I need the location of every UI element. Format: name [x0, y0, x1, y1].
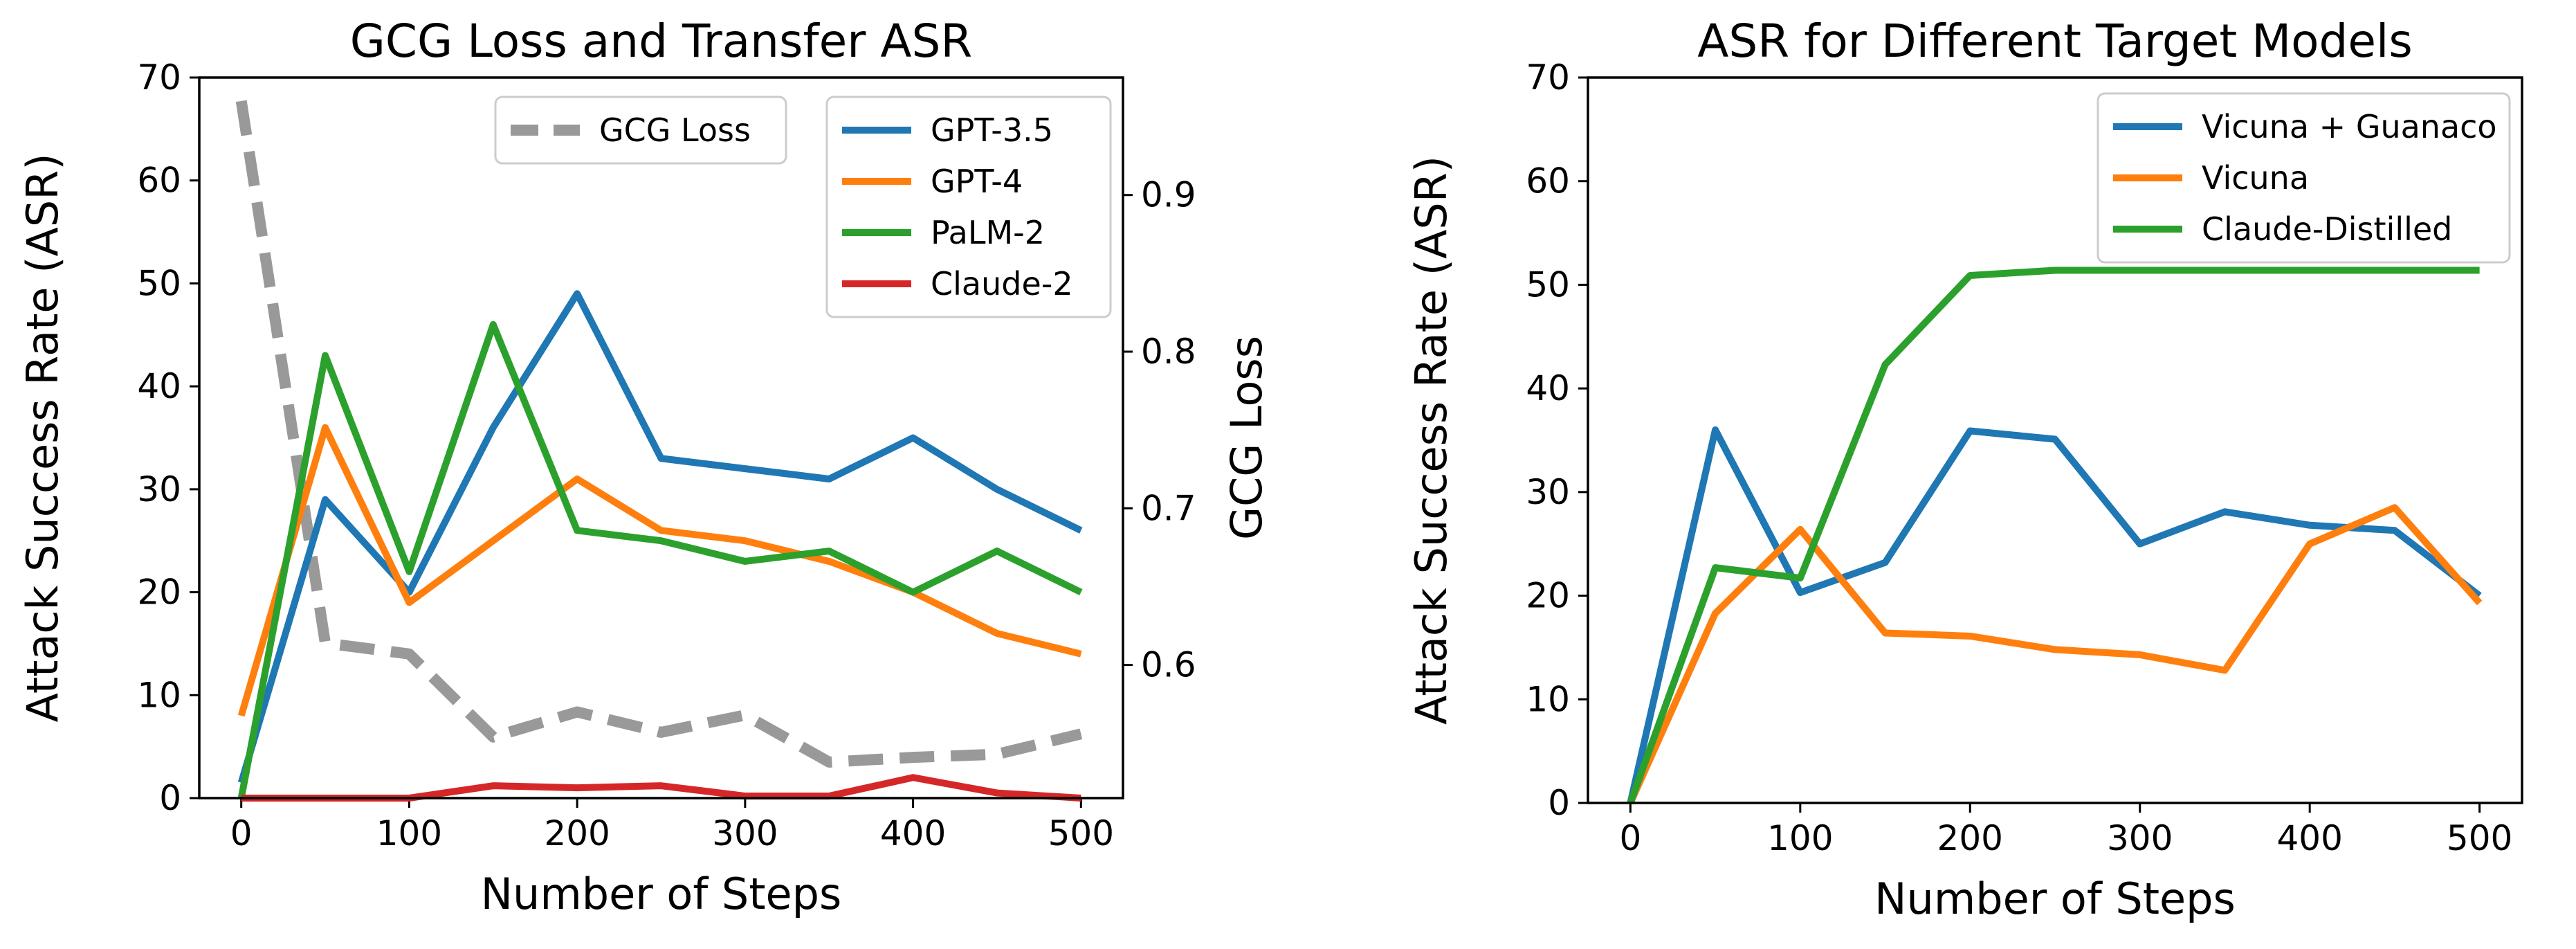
- y2-tick-label: 0.9: [1141, 175, 1196, 215]
- y2-tick-label: 0.6: [1141, 645, 1196, 685]
- y-tick-label: 30: [1526, 472, 1570, 512]
- axes-frame: [198, 76, 1124, 799]
- series-line-vicuna-guanaco: [1627, 426, 2482, 804]
- legend-box: [2097, 92, 2511, 264]
- legend-box: [494, 96, 787, 165]
- legend-label: Claude-Distilled: [2202, 210, 2452, 248]
- legend-label: Vicuna + Guanaco: [2202, 108, 2497, 145]
- x-tick-label: 300: [2107, 818, 2173, 858]
- x-tick-label: 300: [712, 813, 778, 853]
- x-tick-label: 200: [544, 813, 610, 853]
- y-tick-label: 40: [1526, 368, 1570, 408]
- x-tick-label: 100: [1767, 818, 1833, 858]
- series-line-claude-distilled: [1627, 266, 2480, 804]
- y2-axis-label: GCG Loss: [1221, 336, 1272, 540]
- series-line-claude-2: [241, 774, 1081, 802]
- x-tick-label: 400: [2276, 818, 2342, 858]
- y-axis-label: Attack Success Rate (ASR): [1406, 156, 1456, 725]
- x-tick-label: 500: [1048, 813, 1114, 853]
- y2-tick-label: 0.7: [1141, 488, 1196, 528]
- legend-target-models: Vicuna + Guanaco Vicuna Claude-Distilled: [2097, 92, 2511, 264]
- x-tick-label: 500: [2447, 818, 2512, 858]
- x-tick-label: 100: [376, 813, 442, 853]
- series-line-gpt-3-5: [237, 290, 1083, 784]
- y-tick-label: 30: [137, 469, 181, 509]
- x-tick-label: 0: [230, 813, 253, 853]
- y-tick-label: 20: [137, 572, 181, 613]
- x-axis-label: Number of Steps: [1874, 874, 2236, 924]
- y-tick-label: 0: [159, 778, 181, 818]
- x-tick-label: 400: [880, 813, 946, 853]
- y-tick-label: 0: [1548, 783, 1570, 823]
- legend-gcg-loss: GCG Loss: [494, 96, 787, 165]
- y-tick-label: 50: [1526, 264, 1570, 305]
- series-line-palm-2: [237, 320, 1083, 799]
- y-tick-label: 60: [1526, 161, 1570, 201]
- y-tick-label: 60: [137, 161, 181, 201]
- x-tick-label: 200: [1937, 818, 2003, 858]
- y-axis-label: Attack Success Rate (ASR): [17, 153, 68, 722]
- y-tick-label: 10: [1526, 679, 1570, 719]
- chart-title: GCG Loss and Transfer ASR: [350, 15, 973, 68]
- series-line-vicuna: [1627, 504, 2483, 805]
- x-axis-label: Number of Steps: [481, 869, 842, 919]
- series-line-gcg-loss: [235, 100, 1083, 768]
- legend-label: PaLM-2: [931, 214, 1045, 251]
- series-line-gpt-4: [237, 424, 1082, 717]
- legend-label: Vicuna: [2202, 159, 2309, 197]
- y-tick-label: 50: [137, 263, 181, 303]
- y-tick-label: 70: [1526, 57, 1570, 98]
- y-tick-label: 70: [137, 57, 181, 98]
- legend-label: GPT-4: [931, 163, 1023, 200]
- y-tick-label: 20: [1526, 576, 1570, 616]
- y-tick-label: 40: [137, 366, 181, 406]
- legend-asr: GPT-3.5 GPT-4 PaLM-2 Claude-2: [825, 96, 1112, 318]
- x-tick-label: 0: [1619, 818, 1641, 858]
- chart-title: ASR for Different Target Models: [1697, 15, 2413, 68]
- y-tick-label: 10: [137, 675, 181, 715]
- legend-label: GPT-3.5: [931, 111, 1053, 149]
- legend-label: GCG Loss: [599, 111, 751, 149]
- legend-box: [825, 96, 1112, 318]
- axes-frame: [1587, 76, 2523, 804]
- legend-label: Claude-2: [931, 265, 1073, 302]
- y2-tick-label: 0.8: [1141, 332, 1196, 372]
